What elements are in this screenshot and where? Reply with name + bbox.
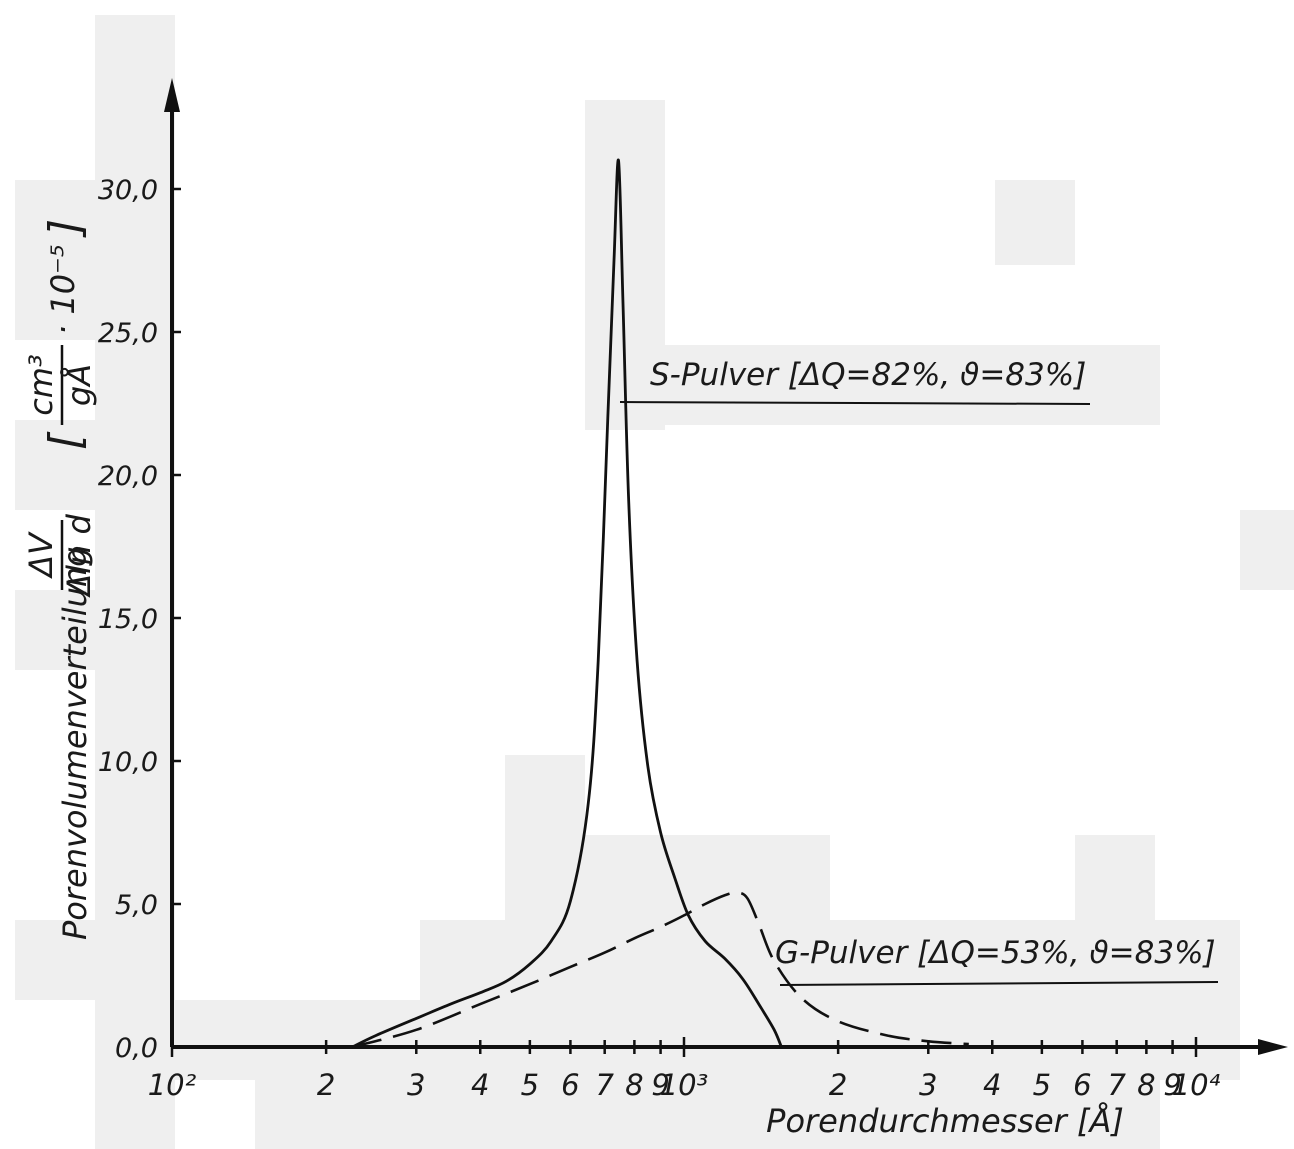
x-tick-label: 5: [1033, 1068, 1051, 1102]
series-label-g-pulver-group: G-Pulver [ΔQ=53%, ϑ=83%]: [775, 935, 1219, 986]
y-unit-denominator: gÅ: [60, 364, 98, 406]
s-pulver-leader-line: [619, 401, 1091, 405]
y-tick-label: 10,0: [98, 747, 158, 778]
x-tick-label: 3: [919, 1068, 937, 1102]
series-layer: [351, 158, 969, 1049]
y-unit-bracket-right: ]: [40, 219, 91, 238]
x-tick-label: 10⁴: [1172, 1068, 1221, 1102]
x-tick-label: 6: [1073, 1068, 1091, 1102]
y-tick-label: 30,0: [98, 175, 158, 206]
y-axis-title: Porenvolumenverteilung: [56, 547, 94, 941]
x-axis-title: Porendurchmesser [Å]: [766, 1102, 1124, 1140]
y-axis-title-group: Porenvolumenverteilung ΔV Δln d [ cm³ gÅ…: [22, 219, 98, 940]
x-tick-label: 2: [317, 1068, 335, 1102]
x-tick-label: 7: [595, 1068, 614, 1102]
series-label-s-pulver-group: S-Pulver [ΔQ=82%, ϑ=83%]: [619, 357, 1091, 405]
x-tick-label: 6: [561, 1068, 579, 1102]
x-tick-label: 4: [983, 1068, 1001, 1102]
scan-background: [15, 15, 1294, 1149]
y-unit-numerator: cm³: [22, 354, 60, 416]
y-ticks: 0,0 5,0 10,0 15,0 20,0 25,0 30,0: [98, 175, 181, 1064]
y-tick-label: 0,0: [115, 1033, 158, 1064]
x-tick-label: 10²: [148, 1068, 197, 1102]
x-tick-label: 8: [625, 1068, 643, 1102]
y-tick-label: 5,0: [115, 890, 158, 921]
y-tick-label: 20,0: [98, 461, 158, 492]
x-tick-label: 3: [407, 1068, 425, 1102]
x-tick-label: 9: [1163, 1068, 1181, 1102]
x-tick-label: 10³: [660, 1068, 709, 1102]
y-unit-factor: · 10⁻⁵: [44, 244, 82, 335]
x-tick-label: 5: [521, 1068, 539, 1102]
x-tick-label: 9: [651, 1068, 669, 1102]
g-pulver-leader-line: [779, 981, 1219, 986]
x-tick-label: 8: [1137, 1068, 1155, 1102]
y-axis-arrow: [164, 78, 180, 112]
y-fraction-denominator: Δln d: [60, 514, 98, 599]
x-axis-arrow: [1258, 1039, 1288, 1055]
y-tick-label: 15,0: [98, 604, 158, 635]
series-label-s-pulver: S-Pulver [ΔQ=82%, ϑ=83%]: [650, 357, 1086, 393]
y-unit-bracket-left: [: [40, 431, 91, 450]
series-label-g-pulver: G-Pulver [ΔQ=53%, ϑ=83%]: [775, 935, 1216, 971]
y-tick-label: 25,0: [98, 318, 158, 349]
series-line-g-pulver: [351, 891, 969, 1049]
x-tick-label: 4: [471, 1068, 489, 1102]
x-tick-label: 2: [829, 1068, 847, 1102]
y-fraction-numerator: ΔV: [22, 531, 60, 580]
x-tick-label: 7: [1107, 1068, 1126, 1102]
series-line-s-pulver: [351, 158, 783, 1049]
